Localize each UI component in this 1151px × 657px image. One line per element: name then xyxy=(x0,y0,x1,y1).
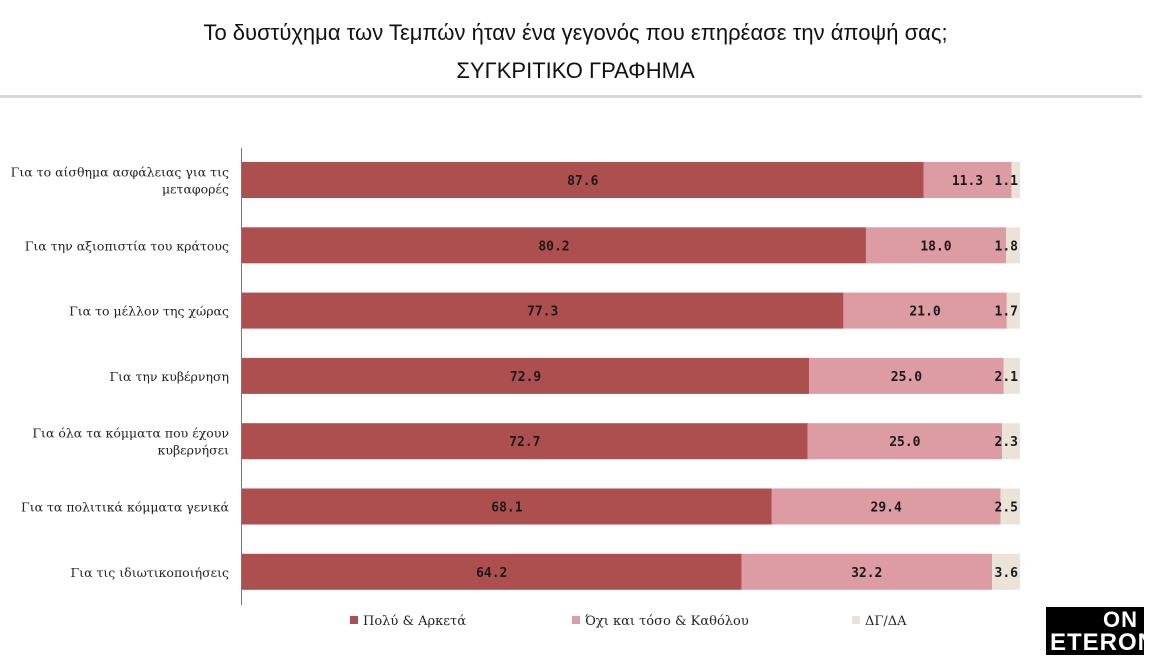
data-label: 72.9 xyxy=(510,370,541,385)
bar-segment-2-row-6 xyxy=(771,488,1001,525)
data-label: 1.8 xyxy=(995,239,1019,254)
bar-segment-3-row-2 xyxy=(1005,227,1020,264)
data-label: 11.3 xyxy=(952,174,983,189)
legend-swatch xyxy=(852,616,860,624)
bar-segment-3-row-5 xyxy=(1002,423,1020,460)
bar-segment-3-row-7 xyxy=(991,553,1020,590)
bar-segment-2-row-7 xyxy=(741,553,992,590)
bar-segment-2-row-2 xyxy=(865,227,1006,264)
data-label: 87.6 xyxy=(567,174,598,189)
category-label: Για τις ιδιωτικοποιήσεις xyxy=(71,565,230,580)
category-label-line: Για τις ιδιωτικοποιήσεις xyxy=(71,565,230,580)
data-label: 29.4 xyxy=(871,501,902,516)
category-label: Για το αίσθημα ασφάλειας για τις μεταφορέ… xyxy=(11,165,229,197)
data-label: 1.7 xyxy=(995,305,1018,320)
bar-segment-2-row-3 xyxy=(843,292,1007,329)
chart-subtitle: ΣΥΓΚΡΙΤΙΚΟ ΓΡΑΦΗΜΑ xyxy=(456,58,695,83)
data-label: 18.0 xyxy=(920,239,951,254)
header-divider xyxy=(0,95,1142,98)
chart-title: Το δυστύχημα των Τεμπών ήταν ένα γεγονός… xyxy=(203,20,948,45)
bar-segment-1-row-5 xyxy=(242,423,808,460)
bar-segment-1-row-3 xyxy=(242,292,844,329)
category-label-line: Για την αξιοπιστία του κράτους xyxy=(25,238,229,253)
legend-label: Πολύ & Αρκετά xyxy=(363,614,466,629)
bar-segment-1-row-2 xyxy=(242,227,866,264)
legend-label: ΔΓ/ΔΑ xyxy=(865,614,907,629)
category-label: Για τα πολιτικά κόμματα γενικά xyxy=(21,500,230,515)
category-label-line: Για όλα τα κόμματα που έχουν xyxy=(32,426,229,441)
category-label: Για όλα τα κόμματα που έχουν κυβερνήσει xyxy=(32,426,229,458)
bar-segment-2-row-4 xyxy=(809,357,1004,394)
category-label: Για την κυβέρνηση xyxy=(109,369,229,384)
data-label: 2.3 xyxy=(995,435,1018,450)
bar-segment-3-row-1 xyxy=(1011,162,1020,198)
category-label-line: Για το αίσθημα ασφάλειας για τις xyxy=(11,165,229,180)
data-label: 68.1 xyxy=(491,501,522,516)
data-label: 2.5 xyxy=(995,501,1018,516)
bar-segment-1-row-4 xyxy=(242,357,810,394)
bar-segment-3-row-6 xyxy=(1000,488,1020,525)
legend-label: Όχι και τόσο & Καθόλου xyxy=(585,614,749,629)
eteron-logo: ON ETERON xyxy=(1046,607,1151,656)
data-label: 77.3 xyxy=(527,305,558,320)
data-label: 25.0 xyxy=(891,370,922,385)
logo-line-1: ON xyxy=(1103,607,1138,632)
data-label: 32.2 xyxy=(851,566,882,581)
category-label-line: Για την κυβέρνηση xyxy=(109,369,229,384)
category-label-line: κυβερνήσει xyxy=(158,443,230,458)
legend-swatch xyxy=(572,616,580,624)
category-label-line: μεταφορές xyxy=(162,182,229,197)
bar-segment-1-row-1 xyxy=(242,162,924,198)
data-label: 3.6 xyxy=(995,566,1019,581)
category-label: Για την αξιοπιστία του κράτους xyxy=(25,238,229,253)
data-label: 72.7 xyxy=(509,435,540,450)
bar-segment-3-row-3 xyxy=(1006,292,1020,329)
data-label: 2.1 xyxy=(995,370,1019,385)
bar-segment-2-row-1 xyxy=(923,162,1012,198)
data-label: 64.2 xyxy=(476,566,507,581)
bar-segment-2-row-5 xyxy=(807,423,1003,460)
category-label-line: Για τα πολιτικά κόμματα γενικά xyxy=(21,500,230,515)
data-label: 80.2 xyxy=(538,239,569,254)
legend-swatch xyxy=(350,616,358,624)
bar-segment-1-row-6 xyxy=(242,488,772,525)
category-label: Για το μέλλον της χώρας xyxy=(69,304,229,319)
bar-segment-1-row-7 xyxy=(242,553,742,590)
data-label: 25.0 xyxy=(889,435,920,450)
bar-segment-3-row-4 xyxy=(1003,357,1020,394)
logo-line-2: ETERON xyxy=(1050,629,1151,656)
category-label-line: Για το μέλλον της χώρας xyxy=(69,304,229,319)
data-label: 21.0 xyxy=(909,305,940,320)
data-label: 1.1 xyxy=(995,174,1019,189)
